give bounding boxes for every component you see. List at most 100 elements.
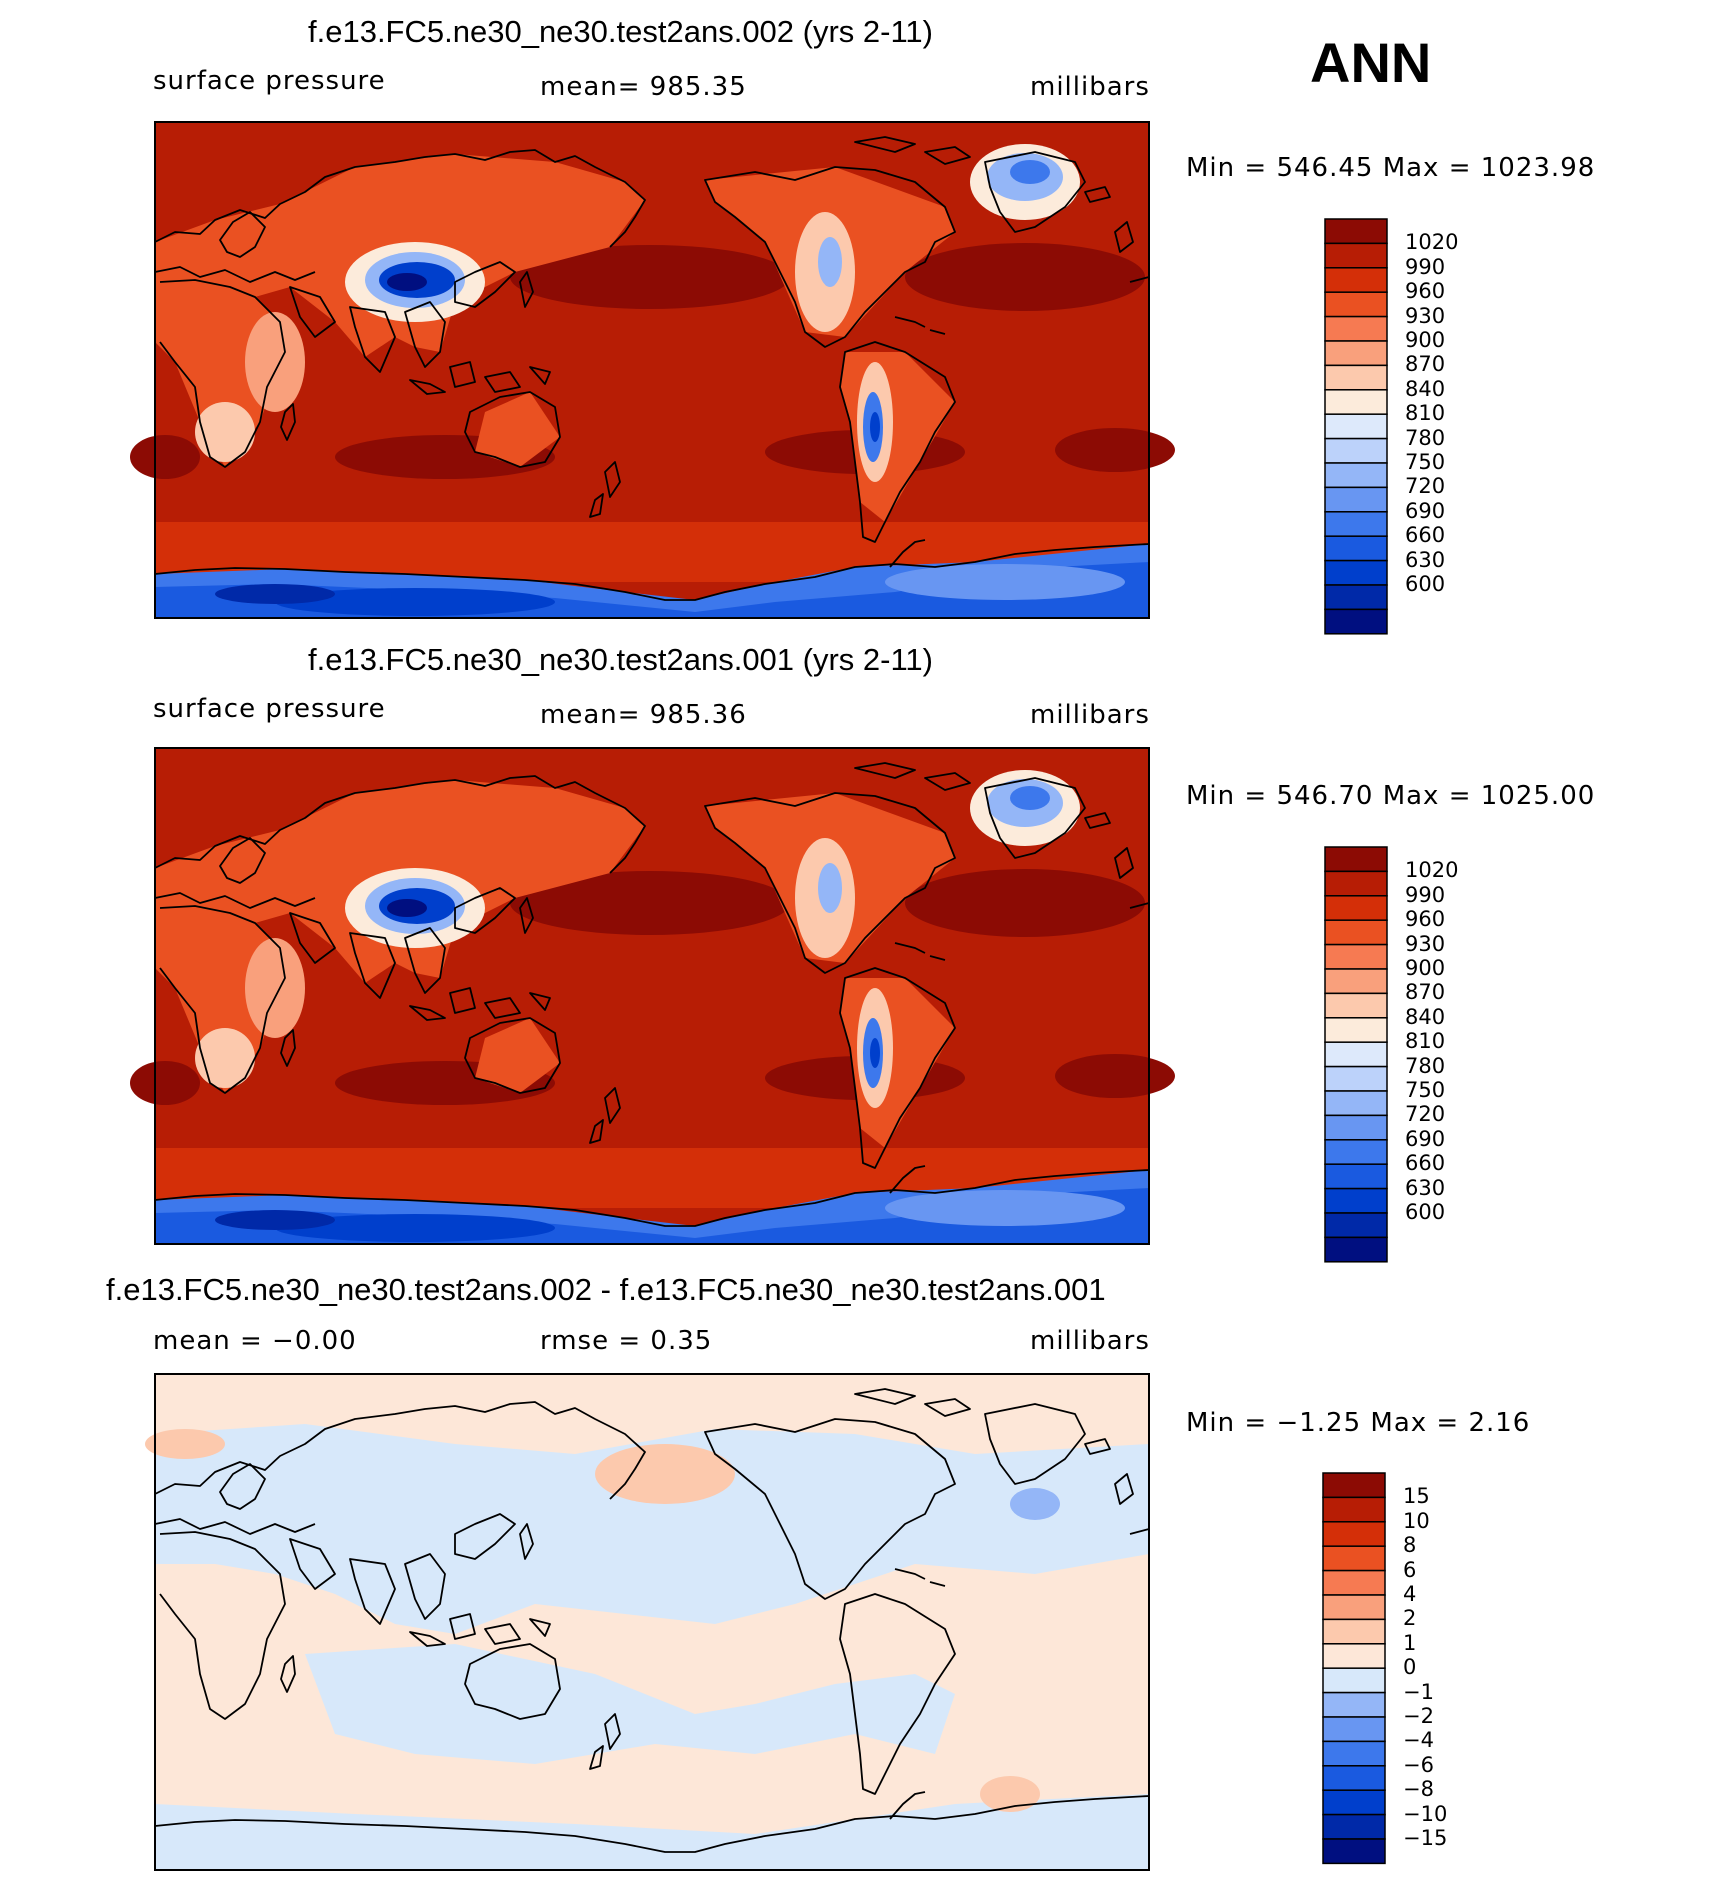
- colorbar-swatch: [1324, 846, 1388, 873]
- colorbar-tick-label: 1020: [1405, 858, 1459, 883]
- colorbar-swatch: [1324, 413, 1388, 440]
- colorbar-tick-label: 870: [1405, 352, 1446, 377]
- colorbar-tick-label: 990: [1405, 254, 1446, 279]
- panel-1-minmax: Min = 546.45 Max = 1023.98: [1186, 153, 1596, 183]
- colorbar-swatch: [1324, 1041, 1388, 1068]
- colorbar-swatch: [1324, 315, 1388, 342]
- colorbar-tick-label: 8: [1403, 1533, 1417, 1558]
- colorbar-tick-label: 0: [1403, 1655, 1417, 1680]
- colorbar-tick-label: 690: [1405, 1126, 1446, 1151]
- colorbar-swatch: [1322, 1472, 1386, 1499]
- colorbar-swatch: [1324, 1090, 1388, 1117]
- panel-3-units: millibars: [1030, 1326, 1150, 1356]
- panel-2-mean: mean= 985.36: [540, 700, 747, 730]
- colorbar-swatch: [1324, 218, 1388, 245]
- colorbar-swatch: [1324, 992, 1388, 1019]
- colorbar-tick-label: 960: [1405, 279, 1446, 304]
- colorbar-tick-label: 660: [1405, 1151, 1446, 1176]
- colorbar-swatch: [1324, 1212, 1388, 1239]
- colorbar-tick-label: 750: [1405, 1078, 1446, 1102]
- colorbar-swatch: [1322, 1496, 1386, 1523]
- colorbar-tick-label: 930: [1405, 303, 1446, 328]
- colorbar-swatch: [1324, 1187, 1388, 1214]
- colorbar-swatch: [1322, 1545, 1386, 1572]
- colorbar-tick-label: 900: [1405, 328, 1446, 352]
- colorbar-swatch: [1324, 584, 1388, 611]
- colorbar-swatch: [1324, 1139, 1388, 1165]
- colorbar-tick-label: 840: [1405, 376, 1446, 401]
- colorbar-swatch: [1324, 1065, 1388, 1092]
- colorbar-swatch: [1322, 1594, 1386, 1621]
- colorbar-swatch: [1324, 242, 1388, 269]
- colorbar-swatch: [1322, 1691, 1386, 1718]
- panel-1-variable: surface pressure: [153, 66, 386, 96]
- colorbar-tick-label: 780: [1405, 425, 1446, 450]
- colorbar-swatch: [1324, 364, 1388, 391]
- colorbar-swatch: [1324, 1017, 1388, 1043]
- colorbar-swatch: [1324, 267, 1388, 293]
- panel-3-mean: mean = −0.00: [153, 1326, 357, 1356]
- colorbar-2: [1324, 846, 1388, 1263]
- colorbar-swatch: [1324, 486, 1388, 513]
- colorbar-tick-label: 1020: [1405, 230, 1459, 255]
- colorbar-swatch: [1324, 968, 1388, 995]
- colorbar-tick-label: −4: [1403, 1728, 1434, 1753]
- colorbar-swatch: [1322, 1643, 1386, 1669]
- colorbar-swatch: [1324, 511, 1388, 537]
- colorbar-swatch: [1324, 535, 1388, 562]
- panel-2-variable: surface pressure: [153, 694, 386, 724]
- colorbar-swatch: [1324, 608, 1388, 635]
- panel-3-minmax: Min = −1.25 Max = 2.16: [1186, 1408, 1531, 1438]
- panel-1-units: millibars: [1030, 72, 1150, 102]
- panel-2-map: [130, 747, 1175, 1245]
- colorbar-swatch: [1324, 1163, 1388, 1190]
- colorbar-tick-label: 660: [1405, 523, 1446, 548]
- colorbar-swatch: [1324, 291, 1388, 318]
- colorbar-swatch: [1322, 1838, 1386, 1865]
- colorbar-tick-label: −15: [1403, 1826, 1448, 1850]
- colorbar-tick-label: 690: [1405, 498, 1446, 523]
- colorbar-tick-label: 810: [1405, 401, 1446, 426]
- colorbar-swatch: [1322, 1569, 1386, 1596]
- colorbar-tick-label: 15: [1403, 1484, 1430, 1509]
- colorbar-tick-label: 990: [1405, 882, 1446, 907]
- panel-3-map: [145, 1373, 1150, 1871]
- colorbar-tick-label: 2: [1403, 1606, 1417, 1631]
- colorbar-tick-label: 720: [1405, 1102, 1446, 1127]
- colorbar-swatch: [1324, 870, 1388, 897]
- colorbar-swatch: [1322, 1667, 1386, 1694]
- colorbar-swatch: [1324, 919, 1388, 946]
- colorbar-tick-label: −1: [1403, 1679, 1434, 1704]
- colorbar-tick-label: 1: [1403, 1630, 1417, 1655]
- colorbar-swatch: [1324, 340, 1388, 367]
- colorbar-swatch: [1324, 943, 1388, 970]
- panel-1-title: f.e13.FC5.ne30_ne30.test2ans.002 (yrs 2-…: [308, 14, 933, 49]
- colorbar-tick-label: 600: [1405, 572, 1446, 596]
- colorbar-swatch: [1324, 895, 1388, 921]
- colorbar-1: [1324, 218, 1388, 635]
- panel-2-title: f.e13.FC5.ne30_ne30.test2ans.001 (yrs 2-…: [308, 642, 933, 677]
- colorbar-tick-label: 840: [1405, 1004, 1446, 1029]
- colorbar-swatch: [1322, 1765, 1386, 1791]
- colorbar-swatch: [1324, 437, 1388, 464]
- colorbar-tick-label: 870: [1405, 980, 1446, 1005]
- colorbar-swatch: [1322, 1716, 1386, 1743]
- colorbar-tick-label: 900: [1405, 956, 1446, 980]
- colorbar-tick-label: 600: [1405, 1200, 1446, 1224]
- colorbar-swatch: [1322, 1521, 1386, 1547]
- colorbar-swatch: [1322, 1789, 1386, 1816]
- colorbar-tick-label: 10: [1403, 1508, 1430, 1533]
- colorbar-tick-label: −2: [1403, 1704, 1434, 1728]
- colorbar-tick-label: 6: [1403, 1557, 1417, 1582]
- colorbar-swatch: [1322, 1813, 1386, 1840]
- colorbar-tick-label: 4: [1403, 1582, 1417, 1606]
- panel-3-title: f.e13.FC5.ne30_ne30.test2ans.002 - f.e13…: [106, 1272, 1106, 1307]
- colorbar-tick-label: −10: [1403, 1801, 1448, 1826]
- panel-3-rmse: rmse = 0.35: [540, 1326, 713, 1356]
- panel-2-units: millibars: [1030, 700, 1150, 730]
- colorbar-tick-label: 720: [1405, 474, 1446, 499]
- colorbar-swatch: [1324, 389, 1388, 415]
- colorbar-swatch: [1322, 1618, 1386, 1645]
- colorbar-tick-label: 750: [1405, 450, 1446, 474]
